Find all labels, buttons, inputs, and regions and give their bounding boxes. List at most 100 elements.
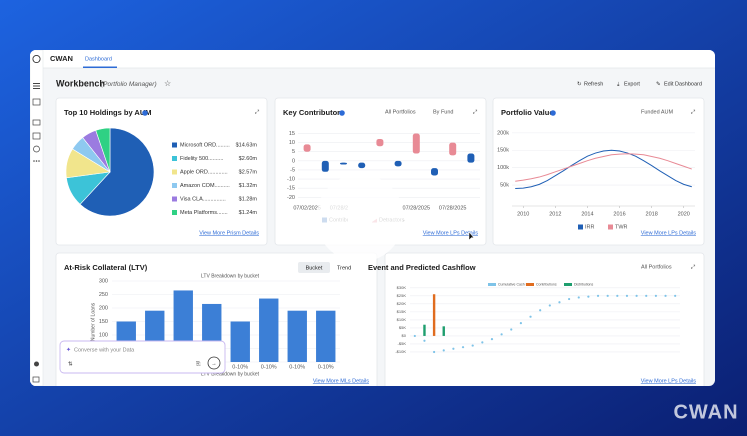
expand-icon[interactable]: ⤢ — [691, 109, 696, 115]
x-tick-label: 0-10% — [318, 364, 334, 370]
cashflow-point — [548, 304, 551, 307]
y-tick-label: 5 — [292, 149, 295, 155]
series-line — [515, 149, 692, 190]
panel-cashflow — [384, 252, 705, 386]
y-tick-label: -$5K — [398, 341, 407, 346]
cashflow-point — [616, 294, 619, 297]
panel-title: At-Risk Collateral (LTV) — [64, 263, 148, 272]
cashflow-bar — [442, 326, 445, 336]
send-icon: → — [211, 361, 217, 367]
nav-tab[interactable]: Dashboard — [85, 56, 112, 62]
range-bar — [449, 142, 457, 156]
expand-icon[interactable]: ⤢ — [255, 109, 260, 115]
logo-icon — [32, 54, 41, 64]
x-tick-label: 0-10% — [289, 364, 305, 370]
y-tick-label: 150k — [497, 148, 509, 154]
y-tick-label: $10K — [397, 317, 407, 322]
x-tick-label: 07/02/2025 — [293, 205, 321, 211]
favorite-star[interactable]: ☆ — [164, 79, 171, 88]
cashflow-point — [433, 350, 436, 354]
bar — [259, 298, 279, 362]
cashflow-point — [596, 294, 600, 297]
cashflow-point — [529, 315, 532, 318]
cashflow-point — [654, 294, 657, 297]
cashflow-point — [645, 294, 648, 297]
cashflow-point — [577, 296, 580, 299]
filter-dropdown[interactable]: All Portfolios — [385, 109, 416, 115]
legend-label: Cumulative Cash Flow — [498, 282, 533, 286]
attach-icon[interactable]: ⎘ — [196, 360, 201, 367]
y-tick-label: $20K — [397, 301, 407, 306]
legend-swatch — [172, 196, 177, 202]
details-link[interactable]: View More MLs Details — [313, 378, 369, 384]
panel-title: Key Contributors — [283, 108, 344, 117]
legend-label: Microsoft ORD......... — [180, 142, 230, 148]
legend-label: Amazon COM.......... — [180, 183, 230, 189]
y-tick-label: -$10K — [395, 349, 406, 354]
cashflow-point — [490, 338, 494, 341]
pie-slice — [79, 127, 155, 217]
legend-label: Visa CLA............... — [180, 196, 226, 202]
legend-label: TWR — [615, 224, 628, 230]
info-icon[interactable] — [142, 110, 148, 116]
cashflow-point — [558, 301, 561, 304]
action-refresh[interactable]: Refresh — [584, 81, 603, 87]
legend-swatch — [564, 283, 572, 286]
y-tick-label: 250 — [99, 292, 108, 298]
tab-underline — [83, 66, 117, 68]
filter-dropdown[interactable]: Funded AUM — [641, 109, 674, 115]
filter-dropdown[interactable]: All Portfolios — [641, 264, 672, 270]
range-bar — [431, 168, 438, 176]
sidebar-icons[interactable] — [32, 83, 41, 383]
toggle-label[interactable]: Bucket — [306, 265, 323, 271]
legend-swatch — [172, 156, 177, 161]
details-link[interactable]: View More LPs Details — [423, 230, 478, 236]
play-overlay[interactable] — [316, 174, 404, 262]
y-tick-label: 200k — [497, 130, 509, 136]
details-link[interactable]: View More LPs Details — [641, 230, 696, 236]
refresh-icon: ↻ — [577, 80, 582, 87]
info-icon[interactable] — [550, 110, 556, 116]
y-tick-label: 100 — [99, 332, 108, 338]
legend-value: $2.60m — [239, 156, 258, 162]
range-bar — [394, 160, 402, 167]
x-axis-label: LTV Breakdown by bucket — [201, 371, 260, 377]
settings-icon[interactable]: ⇅ — [68, 361, 73, 367]
action-edit[interactable]: Edit Dashboard — [664, 81, 702, 87]
y-tick-label: $5K — [399, 325, 406, 330]
details-link[interactable]: View More Prism Details — [199, 230, 259, 236]
panel-portfolio-value — [492, 97, 705, 246]
cashflow-point — [625, 294, 629, 297]
toggle-bucket[interactable] — [298, 262, 330, 273]
export-icon: ⤓ — [617, 81, 620, 87]
bar — [316, 310, 336, 362]
x-tick-label: 2020 — [678, 211, 690, 217]
x-tick-label: 2016 — [613, 211, 625, 217]
x-tick-label: 2012 — [549, 211, 561, 217]
y-tick-label: 50k — [500, 182, 509, 188]
top-bar — [30, 50, 715, 68]
y-tick-label: -10 — [287, 177, 295, 183]
chat-placeholder[interactable]: Converse with your Data — [74, 347, 135, 353]
x-tick-label: 2010 — [517, 211, 529, 217]
expand-icon[interactable]: ⤢ — [691, 264, 696, 270]
details-link[interactable]: View More LPs Details — [641, 378, 696, 384]
chat-box[interactable]: ✦ Converse with your Data ⇅ ⎘ → — [59, 340, 226, 374]
cashflow-point — [664, 294, 667, 297]
legend-swatch — [578, 224, 583, 230]
legend-swatch — [608, 224, 613, 230]
legend-swatch — [488, 283, 496, 286]
send-button[interactable] — [207, 356, 221, 370]
info-icon[interactable] — [339, 110, 345, 116]
legend-value: $1.24m — [239, 210, 258, 216]
cashflow-point — [674, 294, 677, 297]
expand-icon[interactable]: ⤢ — [473, 109, 478, 115]
toggle-label[interactable]: Trend — [337, 265, 351, 271]
cashflow-point — [423, 339, 426, 342]
filter-dropdown[interactable]: By Fund — [433, 109, 453, 115]
legend-value: $1.28m — [239, 196, 258, 202]
edit-icon: ✎ — [656, 80, 661, 87]
action-export[interactable]: Export — [624, 81, 640, 87]
range-bar — [321, 160, 329, 172]
